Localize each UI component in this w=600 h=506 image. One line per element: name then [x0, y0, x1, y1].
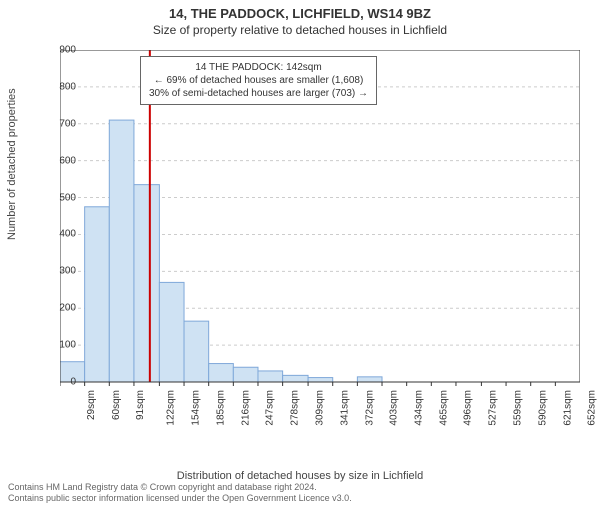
x-tick-label: 309sqm	[314, 390, 325, 426]
x-tick-label: 434sqm	[414, 390, 425, 426]
annotation-box: 14 THE PADDOCK: 142sqm ← 69% of detached…	[140, 56, 377, 105]
chart-area: 14 THE PADDOCK: 142sqm ← 69% of detached…	[60, 50, 580, 430]
histogram-chart	[60, 50, 580, 430]
x-tick-label: 185sqm	[216, 390, 227, 426]
x-axis-label: Distribution of detached houses by size …	[0, 470, 600, 482]
annotation-line1: 14 THE PADDOCK: 142sqm	[149, 61, 368, 74]
x-tick-label: 527sqm	[488, 390, 499, 426]
x-tick-label: 247sqm	[265, 390, 276, 426]
x-tick-label: 652sqm	[587, 390, 598, 426]
x-tick-label: 403sqm	[389, 390, 400, 426]
y-tick-label: 300	[48, 266, 76, 277]
title-sub: Size of property relative to detached ho…	[0, 23, 600, 37]
y-tick-label: 0	[48, 377, 76, 388]
y-tick-label: 600	[48, 155, 76, 166]
x-tick-label: 29sqm	[86, 390, 97, 420]
x-tick-label: 278sqm	[290, 390, 301, 426]
annotation-line3: 30% of semi-detached houses are larger (…	[149, 87, 368, 100]
footer-line1: Contains HM Land Registry data © Crown c…	[8, 482, 352, 493]
x-tick-label: 621sqm	[562, 390, 573, 426]
x-tick-label: 496sqm	[463, 390, 474, 426]
x-tick-label: 154sqm	[191, 390, 202, 426]
x-tick-label: 559sqm	[513, 390, 524, 426]
x-tick-label: 590sqm	[538, 390, 549, 426]
x-tick-label: 372sqm	[364, 390, 375, 426]
annotation-line2: ← 69% of detached houses are smaller (1,…	[149, 74, 368, 87]
x-tick-label: 465sqm	[438, 390, 449, 426]
y-tick-label: 200	[48, 303, 76, 314]
x-tick-label: 122sqm	[166, 390, 177, 426]
x-tick-label: 341sqm	[340, 390, 351, 426]
y-tick-label: 700	[48, 118, 76, 129]
y-tick-label: 800	[48, 81, 76, 92]
footer-line2: Contains public sector information licen…	[8, 493, 352, 504]
y-tick-label: 400	[48, 229, 76, 240]
title-main: 14, THE PADDOCK, LICHFIELD, WS14 9BZ	[0, 6, 600, 21]
y-tick-label: 500	[48, 192, 76, 203]
y-tick-label: 100	[48, 340, 76, 351]
y-axis-label: Number of detached properties	[6, 88, 18, 240]
y-tick-label: 900	[48, 45, 76, 56]
footer-attribution: Contains HM Land Registry data © Crown c…	[8, 482, 352, 504]
x-tick-label: 91sqm	[135, 390, 146, 420]
x-tick-label: 216sqm	[240, 390, 251, 426]
x-tick-label: 60sqm	[111, 390, 122, 420]
